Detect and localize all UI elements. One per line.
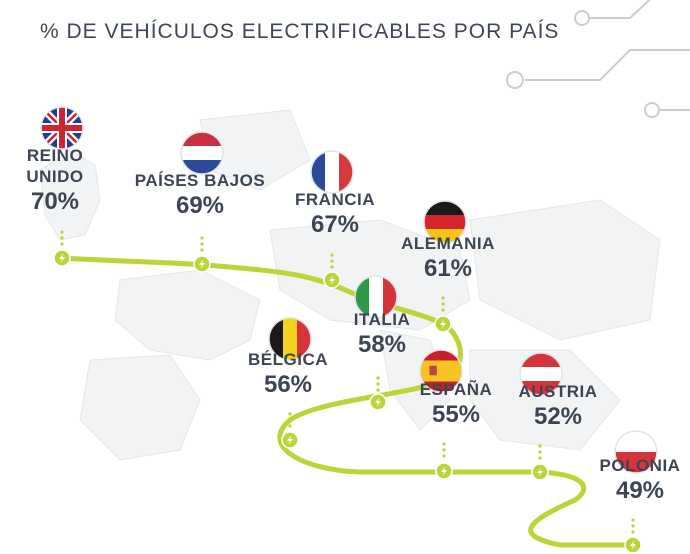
- charging-stop-icon: [531, 463, 549, 481]
- page-title: % DE VEHÍCULOS ELECTRIFICABLES POR PAÍS: [40, 20, 560, 43]
- country-percentage: 67%: [310, 211, 360, 238]
- country-name: AUSTRIA: [518, 382, 598, 401]
- connector-dots: [376, 376, 380, 392]
- flag-austria-icon: [519, 352, 563, 396]
- country-name: ESPAÑA: [419, 380, 493, 399]
- connector-dots: [60, 230, 64, 246]
- connector-dots: [288, 412, 292, 428]
- charging-stop-icon: [434, 315, 452, 333]
- europe-map-silhouette: [39, 109, 661, 461]
- country-percentage: 55%: [431, 401, 481, 428]
- charging-stop-icon: [281, 431, 299, 449]
- country-alemania: ALEMANIA 61%: [383, 233, 513, 284]
- connector-dots: [442, 442, 446, 458]
- charging-stop-icon: [193, 255, 211, 273]
- circuit-decoration: [506, 0, 690, 118]
- connector-dots: [441, 296, 445, 312]
- flags: [40, 106, 658, 474]
- country-reino-unido: REINO UNIDO 70%: [20, 145, 90, 217]
- country-italia: ITALIA 58%: [337, 309, 427, 360]
- route-stops: [53, 230, 642, 554]
- country-percentage: 58%: [357, 331, 407, 358]
- charging-stop-icon: [323, 271, 341, 289]
- country-name: ALEMANIA: [401, 234, 495, 253]
- route-line: [59, 255, 635, 548]
- charging-stop-icon: [435, 462, 453, 480]
- country-percentage: 70%: [30, 188, 80, 215]
- country-percentage: 69%: [175, 192, 225, 219]
- country-percentage: 56%: [263, 371, 313, 398]
- connector-dots: [330, 253, 334, 269]
- country-percentage: 52%: [533, 403, 583, 430]
- country-paises-bajos: PAÍSES BAJOS 69%: [120, 170, 280, 221]
- country-austria: AUSTRIA 52%: [503, 381, 613, 432]
- connector-dots: [200, 236, 204, 252]
- country-percentage: 61%: [423, 255, 473, 282]
- country-francia: FRANCIA 67%: [280, 189, 390, 240]
- flag-alemania-icon: [423, 200, 467, 244]
- flag-reino-unido-icon: [40, 106, 84, 150]
- country-espana: ESPAÑA 55%: [406, 379, 506, 430]
- country-name: REINO UNIDO: [26, 146, 84, 186]
- charging-stop-icon: [369, 393, 387, 411]
- flag-espana-icon: [419, 349, 463, 393]
- connector-dots: [538, 444, 542, 460]
- flag-polonia-icon: [614, 430, 658, 474]
- country-name: BÉLGICA: [248, 350, 328, 369]
- flag-francia-icon: [310, 150, 354, 194]
- flag-italia-icon: [354, 275, 398, 319]
- country-percentage: 49%: [615, 477, 665, 504]
- flag-belgica-icon: [268, 317, 312, 361]
- connector-dots: [631, 518, 635, 534]
- country-name: PAÍSES BAJOS: [134, 171, 266, 190]
- flag-paises-bajos-icon: [180, 131, 224, 175]
- country-name: ITALIA: [353, 310, 411, 329]
- country-name: FRANCIA: [295, 190, 375, 209]
- country-name: POLONIA: [599, 456, 681, 475]
- country-polonia: POLONIA 49%: [585, 455, 690, 506]
- country-belgica: BÉLGICA 56%: [238, 349, 338, 400]
- charging-stop-icon: [624, 536, 642, 554]
- charging-stop-icon: [53, 249, 71, 267]
